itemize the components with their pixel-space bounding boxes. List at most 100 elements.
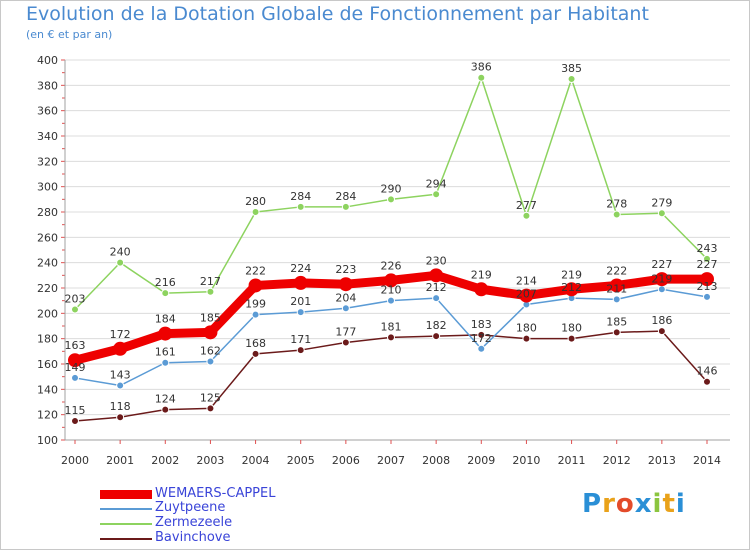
data-point-zermezeele	[71, 305, 79, 314]
data-point-zermezeele	[161, 289, 170, 298]
y-tick-label: 400	[37, 54, 58, 67]
x-tick-label: 2007	[377, 454, 405, 467]
logo-letter: t	[662, 489, 676, 519]
data-point-zuytpeene	[387, 296, 395, 305]
x-tick-label: 2014	[693, 454, 721, 467]
data-label: 217	[200, 275, 221, 288]
data-label: 115	[65, 404, 86, 417]
y-tick-label: 140	[37, 383, 58, 396]
data-point-bavinchove	[251, 349, 260, 358]
data-label: 180	[561, 322, 582, 335]
legend-swatch	[100, 490, 152, 499]
plot-area	[65, 60, 730, 440]
data-label: 213	[697, 280, 718, 293]
data-point-zuytpeene	[432, 294, 441, 303]
data-label: 185	[200, 311, 221, 324]
y-tick-label: 280	[37, 206, 58, 219]
data-point-zuytpeene	[116, 381, 125, 390]
data-point-zermezeele	[612, 210, 621, 219]
data-point-zuytpeene	[657, 285, 666, 294]
data-point-zuytpeene	[71, 373, 79, 382]
data-label: 203	[65, 293, 86, 306]
x-tick-label: 2009	[467, 454, 495, 467]
data-label: 149	[65, 361, 86, 374]
x-tick-label: 2002	[151, 454, 179, 467]
data-label: 279	[651, 196, 672, 209]
data-point-zuytpeene	[477, 344, 486, 353]
x-tick-label: 2012	[603, 454, 631, 467]
data-labels: 163 172 184 185 222 224 223 226 230 219 214 219 222 2…	[65, 61, 718, 417]
y-tick-label: 120	[37, 409, 58, 422]
data-point-bavinchove	[567, 334, 576, 343]
data-label: 125	[200, 391, 221, 404]
data-point-zermezeele	[477, 73, 486, 82]
y-tick-label: 320	[37, 155, 58, 168]
data-point-zuytpeene	[341, 304, 350, 313]
data-label: 118	[110, 400, 131, 413]
data-label: 210	[381, 284, 402, 297]
data-point-bavinchove	[206, 404, 215, 413]
logo-letter: o	[615, 489, 635, 519]
data-label: 219	[651, 272, 672, 285]
x-tick-label: 2001	[106, 454, 134, 467]
data-label: 227	[651, 258, 672, 271]
x-tick-label: 2006	[332, 454, 360, 467]
data-point-wemaers-cappel	[609, 278, 624, 293]
series-lines	[68, 73, 714, 425]
data-label: 280	[245, 195, 266, 208]
data-label: 284	[335, 190, 356, 203]
data-label: 230	[426, 254, 447, 267]
grid-lines	[65, 59, 730, 441]
data-point-bavinchove	[341, 338, 350, 347]
data-point-bavinchove	[522, 334, 531, 343]
data-label: 146	[697, 365, 718, 378]
data-label: 290	[381, 182, 402, 195]
data-point-zuytpeene	[703, 292, 711, 301]
data-label: 226	[381, 259, 402, 272]
legend-label: Zuytpeene	[155, 500, 226, 515]
data-point-zermezeele	[206, 287, 215, 296]
x-tick-label: 2003	[196, 454, 224, 467]
data-label: 224	[290, 262, 311, 275]
data-point-wemaers-cappel	[293, 275, 308, 290]
y-tick-label: 340	[37, 130, 58, 143]
data-point-zermezeele	[341, 202, 350, 211]
data-point-zermezeele	[522, 211, 531, 220]
data-label: 212	[561, 281, 582, 294]
data-point-zuytpeene	[612, 295, 621, 304]
y-tick-label: 200	[37, 307, 58, 320]
data-point-bavinchove	[296, 346, 305, 355]
data-label: 186	[651, 314, 672, 327]
y-tick-label: 380	[37, 79, 58, 92]
legend-label: Zermezeele	[155, 515, 233, 530]
data-point-zermezeele	[703, 254, 711, 263]
y-tick-label: 220	[37, 282, 58, 295]
data-label: 163	[65, 339, 86, 352]
data-label: 385	[561, 62, 582, 75]
data-point-wemaers-cappel	[158, 326, 173, 341]
data-label: 211	[606, 282, 627, 295]
data-label: 184	[155, 313, 176, 326]
logo-letter: i	[652, 489, 663, 519]
data-point-bavinchove	[116, 413, 125, 422]
y-tick-label: 300	[37, 181, 58, 194]
data-label: 162	[200, 344, 221, 357]
x-tick-label: 2010	[512, 454, 540, 467]
data-label: 168	[245, 337, 266, 350]
data-label: 185	[606, 315, 627, 328]
x-tick-label: 2004	[242, 454, 270, 467]
data-label: 277	[516, 199, 537, 212]
data-point-wemaers-cappel	[113, 341, 128, 356]
chart-title: Evolution de la Dotation Globale de Fonc…	[26, 3, 649, 25]
data-point-bavinchove	[387, 333, 395, 342]
logo-letter: r	[602, 489, 616, 519]
data-label: 243	[697, 242, 718, 255]
data-label: 223	[335, 263, 356, 276]
data-label: 386	[471, 61, 492, 74]
data-label: 124	[155, 393, 176, 406]
proxiti-logo: Proxiti	[582, 489, 686, 519]
data-point-bavinchove	[477, 330, 486, 339]
data-label: 219	[561, 268, 582, 281]
data-point-wemaers-cappel	[248, 278, 263, 293]
